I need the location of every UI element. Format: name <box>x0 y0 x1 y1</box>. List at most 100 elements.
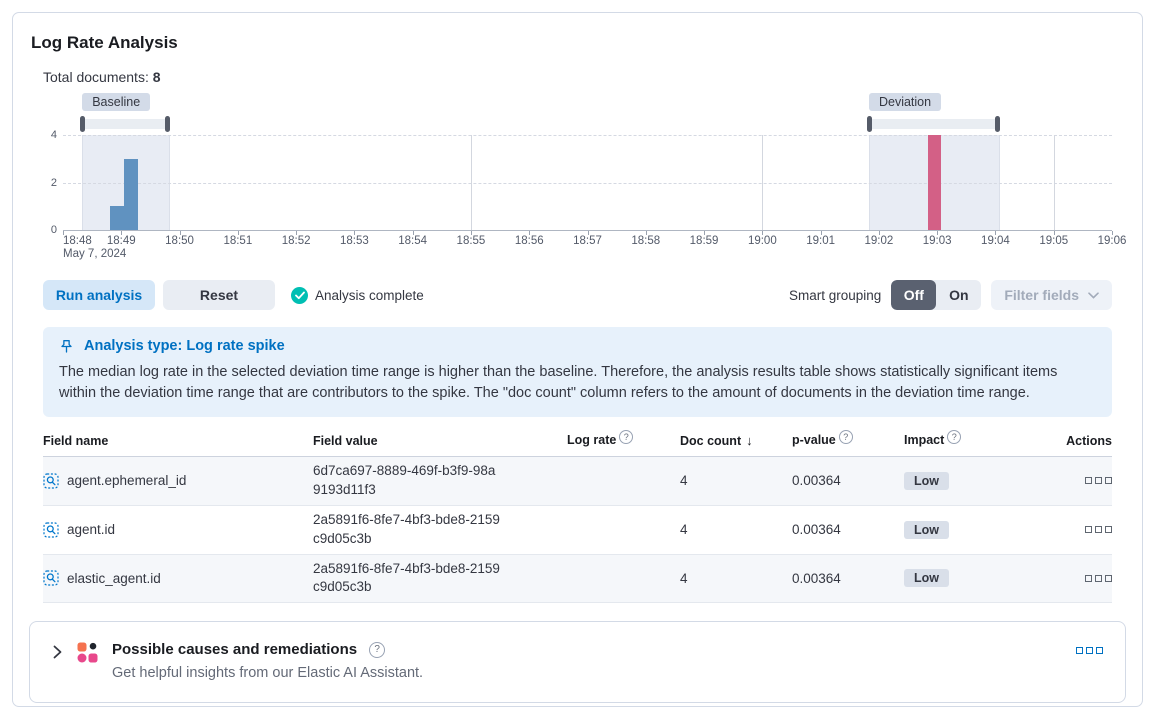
x-tick <box>296 231 298 235</box>
impact-badge: Low <box>904 471 949 490</box>
smart-grouping-off[interactable]: Off <box>891 280 937 310</box>
col-actions: Actions <box>1066 433 1112 448</box>
table-row: agent.id 2a5891f6-8fe7-4bf3-bde8-2159c9d… <box>43 506 1112 555</box>
x-tick <box>587 231 589 235</box>
help-icon: ? <box>838 430 853 444</box>
x-tick <box>412 231 414 235</box>
deviation-mini-bar <box>643 567 647 589</box>
h-gridline <box>63 135 1112 136</box>
callout-body: The median log rate in the selected devi… <box>59 364 1058 401</box>
x-tick <box>704 231 706 235</box>
field-filter-icon[interactable] <box>43 570 59 587</box>
field-name: agent.ephemeral_id <box>67 473 187 489</box>
reset-button[interactable]: Reset <box>163 280 275 310</box>
possible-causes-panel[interactable]: Possible causes and remediations ? Get h… <box>29 621 1126 704</box>
run-analysis-button[interactable]: Run analysis <box>43 280 155 310</box>
y-tick-label: 0 <box>50 224 57 236</box>
x-tick-label: 18:48 <box>63 235 92 247</box>
col-field-name[interactable]: Field name <box>43 433 109 448</box>
x-tick <box>179 231 181 235</box>
y-tick-label: 4 <box>50 129 57 141</box>
field-value: 6d7ca697-8889-469f-b3f9-98a9193d11f3 <box>313 463 496 497</box>
help-icon: ? <box>619 430 634 444</box>
x-tick <box>63 231 64 235</box>
h-gridline <box>63 182 1112 184</box>
x-tick <box>762 231 764 235</box>
x-tick <box>529 231 531 235</box>
field-value: 2a5891f6-8fe7-4bf3-bde8-2159c9d05c3b <box>313 511 500 546</box>
doc-count: 4 <box>680 522 688 538</box>
baseline-mini-bar <box>569 566 573 590</box>
col-field-value[interactable]: Field value <box>313 433 378 448</box>
x-tick <box>645 231 647 235</box>
deviation-mini-bar <box>643 519 647 541</box>
chevron-right-icon[interactable] <box>52 645 63 659</box>
chevron-down-icon <box>1088 291 1099 299</box>
filter-fields-button[interactable]: Filter fields <box>991 280 1112 310</box>
baseline-bar <box>124 158 138 230</box>
x-tick-label: 19:02 <box>864 235 894 247</box>
x-tick-label: 18:49 <box>106 235 136 247</box>
y-tick-label: 2 <box>50 176 57 189</box>
row-actions-button[interactable] <box>1016 574 1112 582</box>
baseline-bar <box>110 206 124 230</box>
x-tick <box>1112 231 1113 235</box>
p-value: 0.00364 <box>792 522 841 538</box>
log-rate-sparkline <box>567 555 680 603</box>
row-actions-button[interactable] <box>1016 526 1112 534</box>
sort-desc-icon: ↓ <box>746 433 753 448</box>
smart-grouping-toggle: Off On <box>891 280 982 310</box>
chart-plot <box>63 135 1113 235</box>
document-count-chart: Baseline Deviation 18:48 18:49 18:50 18:51 18… <box>43 93 1126 260</box>
deviation-brush[interactable] <box>866 116 1000 132</box>
impact-badge: Low <box>904 520 949 539</box>
baseline-badge[interactable]: Baseline <box>82 93 151 111</box>
field-filter-icon[interactable] <box>43 473 59 489</box>
log-rate-sparkline <box>567 457 680 505</box>
smart-grouping-on[interactable]: On <box>949 287 969 303</box>
x-tick-label: 18:57 <box>573 235 602 247</box>
baseline-brush[interactable] <box>80 116 170 132</box>
total-documents-value: 8 <box>152 69 161 85</box>
smart-grouping-label: Smart grouping <box>789 287 882 303</box>
table-row: elastic_agent.id 2a5891f6-8fe7-4bf3-bde8… <box>43 554 1112 604</box>
x-axis-date-label: May 7, 2024 <box>63 248 127 260</box>
analysis-type-callout: Analysis type: Log rate spike The median… <box>43 327 1112 417</box>
footer-subtitle: Get helpful insights from our Elastic AI… <box>112 665 424 682</box>
x-tick-label: 19:04 <box>981 235 1010 247</box>
field-name: elastic_agent.id <box>67 570 161 586</box>
field-value: 2a5891f6-8fe7-4bf3-bde8-2159c9d05c3b <box>313 560 500 595</box>
panel-actions-button[interactable] <box>1076 647 1103 655</box>
x-tick-label: 18:52 <box>281 235 311 247</box>
field-filter-icon[interactable] <box>43 522 59 538</box>
col-log-rate[interactable]: Log rate? <box>567 430 680 448</box>
x-tick-label: 19:06 <box>1097 235 1127 247</box>
footer-title: Possible causes and remediations <box>112 641 358 659</box>
col-impact[interactable]: Impact? <box>904 430 1016 448</box>
deviation-badge[interactable]: Deviation <box>868 93 942 111</box>
x-tick-label: 19:05 <box>1039 235 1069 247</box>
x-tick-label: 18:59 <box>689 235 719 247</box>
col-p-value[interactable]: p-value? <box>792 430 904 448</box>
x-tick <box>237 231 239 235</box>
x-tick-label: 19:00 <box>747 235 777 247</box>
check-icon <box>291 286 308 304</box>
help-icon[interactable]: ? <box>369 641 386 658</box>
baseline-mini-bar <box>569 469 573 493</box>
x-tick <box>995 231 997 235</box>
log-rate-analysis-panel: Log Rate Analysis Total documents: 8 Bas… <box>12 12 1143 707</box>
col-doc-count[interactable]: Doc count ↓ <box>680 433 753 448</box>
baseline-mini-bar <box>569 518 573 542</box>
v-gridline <box>762 135 764 230</box>
x-tick-label: 18:55 <box>456 235 486 247</box>
row-actions-button[interactable] <box>1016 477 1112 485</box>
x-tick <box>878 231 880 235</box>
v-gridline <box>470 135 472 230</box>
doc-count: 4 <box>680 473 688 489</box>
ai-assistant-icon <box>77 642 98 668</box>
help-icon: ? <box>947 430 962 444</box>
field-name: agent.id <box>67 522 116 538</box>
pin-icon <box>61 339 72 353</box>
x-tick-label: 18:53 <box>339 235 369 247</box>
deviation-bar <box>927 135 941 230</box>
